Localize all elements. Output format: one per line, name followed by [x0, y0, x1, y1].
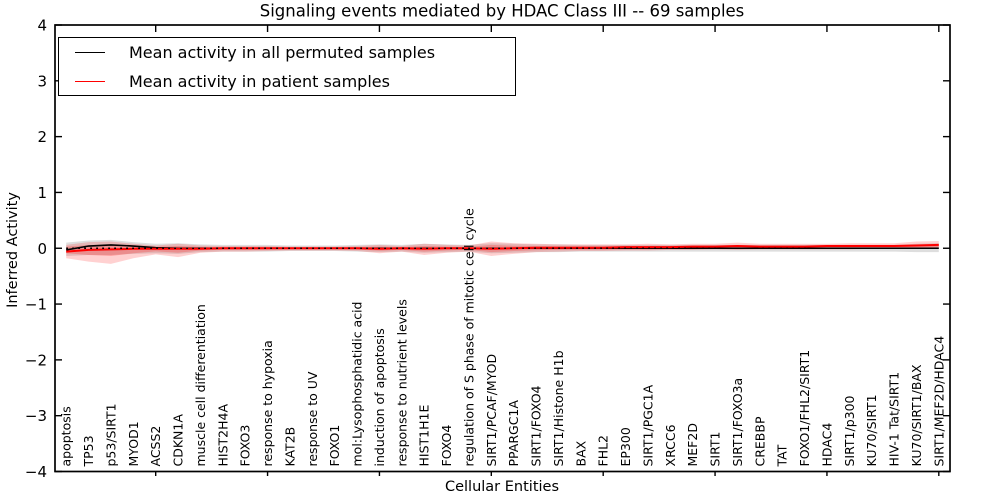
chart-title: Signaling events mediated by HDAC Class …: [259, 1, 745, 21]
x-tick-label: TP53: [81, 435, 96, 467]
x-tick-label: SIRT1/Histone H1b: [551, 350, 566, 466]
x-tick-label: HIST2H4A: [215, 404, 230, 467]
x-tick-label: KU70/SIRT1: [864, 394, 879, 466]
y-tick-label: 2: [37, 128, 47, 146]
x-tick-label: mol:Lysophosphatidic acid: [350, 302, 365, 467]
x-tick-label: KU70/SIRT1/BAX: [909, 364, 924, 466]
x-tick-label: SIRT1: [708, 432, 723, 467]
x-tick-label: SIRT1/MEF2D/HDAC4: [931, 336, 946, 467]
x-tick-label: SIRT1/FOXO4: [529, 385, 544, 466]
x-tick-label: PPARGC1A: [506, 400, 521, 467]
y-tick-label: 4: [37, 17, 47, 35]
x-tick-label: BAX: [573, 440, 588, 466]
y-axis-label: Inferred Activity: [5, 192, 21, 308]
x-tick-label: apoptosis: [59, 406, 74, 466]
x-tick-label: XRCC6: [663, 424, 678, 466]
x-tick-label: regulation of S phase of mitotic cell cy…: [461, 208, 476, 467]
x-tick-label: p53/SIRT1: [103, 403, 118, 466]
y-tick-label: 1: [37, 184, 47, 202]
x-tick-label: TAT: [775, 444, 790, 467]
x-tick-label: MEF2D: [685, 423, 700, 466]
y-tick-label: −2: [25, 351, 47, 369]
x-tick-label: FOXO4: [439, 425, 454, 467]
legend-label-patient: Mean activity in patient samples: [129, 71, 390, 91]
x-tick-label: MYOD1: [126, 421, 141, 466]
x-tick-label: SIRT1/PGC1A: [640, 384, 655, 466]
legend-label-permuted: Mean activity in all permuted samples: [129, 42, 436, 62]
x-tick-label: FHL2: [596, 435, 611, 467]
x-tick-label: CREBBP: [752, 416, 767, 466]
x-tick-label: muscle cell differentiation: [193, 304, 208, 466]
y-tick-label: 0: [37, 240, 47, 258]
permuted-line-swatch: [75, 51, 105, 53]
y-tick-label: 3: [37, 72, 47, 90]
legend-item-permuted: Mean activity in all permuted samples: [59, 41, 515, 63]
x-tick-label: FOXO3: [238, 425, 253, 467]
x-tick-label: CDKN1A: [171, 414, 186, 467]
x-tick-label: response to hypoxia: [260, 340, 275, 466]
legend: Mean activity in all permuted samples Me…: [58, 37, 516, 96]
patient-line-swatch: [75, 80, 105, 82]
x-tick-label: KAT2B: [282, 427, 297, 467]
x-tick-label: induction of apoptosis: [372, 328, 387, 466]
x-axis-label: Cellular Entities: [444, 479, 560, 495]
x-tick-label: response to UV: [305, 371, 320, 466]
y-tick-label: −4: [25, 463, 47, 481]
x-tick-label: ACSS2: [148, 426, 163, 467]
x-tick-label: response to nutrient levels: [394, 299, 409, 466]
x-tick-label: HIV-1 Tat/SIRT1: [887, 372, 902, 467]
x-tick-label: FOXO1: [327, 425, 342, 467]
x-tick-label: HIST1H1E: [417, 405, 432, 467]
x-tick-label: SIRT1/p300: [842, 395, 857, 466]
x-tick-label: HDAC4: [819, 423, 834, 467]
x-tick-label: SIRT1/PCAF/MYOD: [484, 354, 499, 467]
y-tick-label: −1: [25, 296, 47, 314]
x-tick-label: SIRT1/FOXO3a: [730, 378, 745, 467]
y-tick-label: −3: [25, 407, 47, 425]
x-tick-label: FOXO1/FHL2/SIRT1: [797, 350, 812, 467]
legend-item-patient: Mean activity in patient samples: [59, 70, 515, 92]
x-tick-label: EP300: [618, 427, 633, 466]
